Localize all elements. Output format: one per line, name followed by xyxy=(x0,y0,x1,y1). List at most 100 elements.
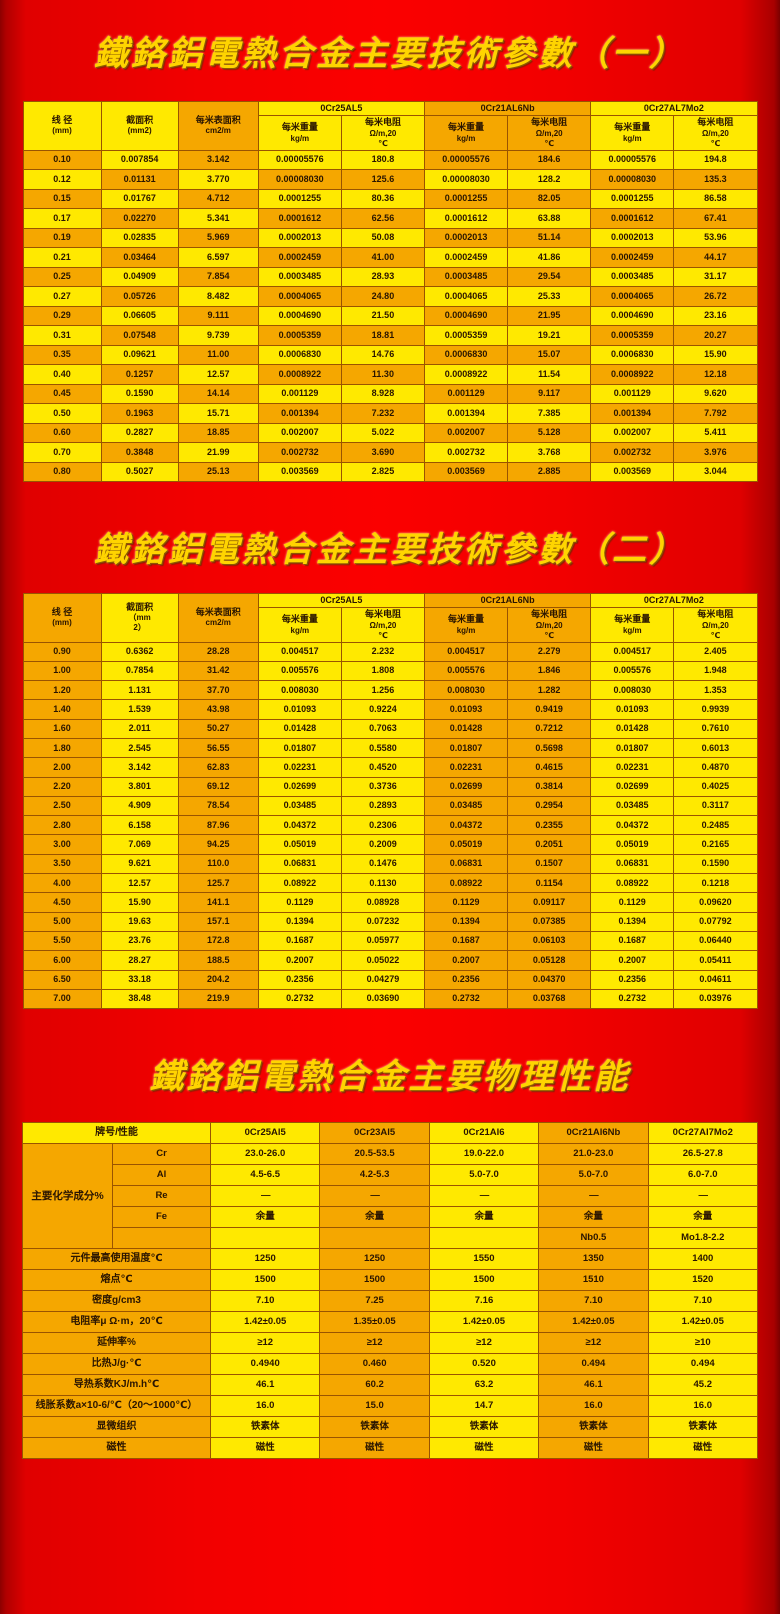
table-cell: 0.00008030 xyxy=(257,169,342,190)
table-row: 2.00 3.142 62.83 0.02231 0.4520 0.02231 0.4615… xyxy=(22,757,758,778)
table-cell: 0.05128 xyxy=(507,950,592,971)
table-cell: 25.13 xyxy=(177,461,259,482)
table-cell: 0.0005359 xyxy=(590,325,675,346)
table-cell: 12.57 xyxy=(177,364,259,385)
table-cell: 3.00 xyxy=(22,834,102,855)
th-wire-diameter: 线 径 (mm) xyxy=(22,593,102,643)
table-cell: 0.2827 xyxy=(100,422,179,443)
composition-value: 余量 xyxy=(647,1206,758,1229)
table-cell: 33.18 xyxy=(100,969,179,990)
property-value: 45.2 xyxy=(647,1374,758,1397)
table-cell: 2.825 xyxy=(340,461,426,482)
th-resistance-2: 每米电阻 Ω/m,20 ℃ xyxy=(507,607,592,643)
table-cell: 0.003569 xyxy=(423,461,509,482)
table-cell: 0.1476 xyxy=(340,853,426,875)
table-cell: 1.539 xyxy=(100,699,179,720)
table-cell: 2.232 xyxy=(340,641,426,662)
table-cell: 2.545 xyxy=(100,737,179,759)
table-cell: 0.06831 xyxy=(257,853,342,875)
table-cell: 19.21 xyxy=(507,325,592,346)
table-row: 0.45 0.1590 14.14 0.001129 8.928 0.001129 9.11… xyxy=(22,383,758,404)
table-cell: 0.1507 xyxy=(507,853,592,875)
table-2-header: 线 径 (mm) 截面积 （mm 2） 每米表面积 cm2/m 0Cr25AL5… xyxy=(22,592,758,643)
th-grade-0cr21al6nb: 0Cr21AL6Nb xyxy=(423,100,592,117)
property-label: 电阻率μ Ω·m，20℃ xyxy=(22,1311,212,1334)
composition-element-Al: Al xyxy=(112,1164,212,1187)
composition-value: 余量 xyxy=(319,1206,430,1229)
table-cell: 0.04372 xyxy=(590,815,675,836)
table-row: 2.80 6.158 87.96 0.04372 0.2306 0.04372 0.2355… xyxy=(22,815,758,836)
table-cell: 0.09620 xyxy=(673,892,758,913)
table-cell: 0.00005576 xyxy=(423,149,509,170)
table-cell: 204.2 xyxy=(177,969,259,990)
table-cell: 31.42 xyxy=(177,660,259,682)
property-value: 14.7 xyxy=(428,1395,540,1418)
table-cell: 51.14 xyxy=(507,227,592,248)
table-cell: 0.0002459 xyxy=(423,247,509,268)
table-cell: 86.58 xyxy=(673,188,758,209)
table-cell: 0.5027 xyxy=(100,461,179,482)
table-row: 0.40 0.1257 12.57 0.0008922 11.30 0.0008922 11… xyxy=(22,364,758,385)
table-cell: 0.08922 xyxy=(257,873,342,894)
table-cell: 110.0 xyxy=(177,853,259,875)
table-cell: 63.88 xyxy=(507,208,592,229)
table-cell: 3.976 xyxy=(673,442,758,463)
property-value: ≥12 xyxy=(538,1332,649,1355)
table-cell: 82.05 xyxy=(507,188,592,209)
table-cell: 0.04372 xyxy=(423,815,509,836)
table-cell: 0.01093 xyxy=(590,699,675,720)
table-row: 0.50 0.1963 15.71 0.001394 7.232 0.001394 7.38… xyxy=(22,403,758,424)
table-cell: 0.60 xyxy=(22,422,102,443)
table-row: Fe 余量 余量 余量 余量 余量 xyxy=(23,1206,758,1229)
composition-value: — xyxy=(319,1185,430,1208)
table-cell: 0.0006830 xyxy=(590,344,675,365)
table-row: Al 4.5-6.5 4.2-5.3 5.0-7.0 5.0-7.0 6.0-7.0 xyxy=(23,1164,758,1187)
composition-value: — xyxy=(538,1185,649,1208)
composition-value: — xyxy=(647,1185,758,1208)
table-cell: 2.279 xyxy=(507,641,592,662)
table-cell: 0.0008922 xyxy=(590,364,675,385)
table-row: Re — — — — — xyxy=(23,1185,758,1208)
table-cell: 0.05411 xyxy=(673,950,758,971)
table-cell: 2.20 xyxy=(22,776,102,797)
table-row: 6.50 33.18 204.2 0.2356 0.04279 0.2356 0.04370… xyxy=(22,969,758,990)
table-cell: 0.2356 xyxy=(423,969,509,990)
table-cell: 23.16 xyxy=(673,305,758,326)
table-cell: 0.03768 xyxy=(507,988,592,1010)
table-cell: 43.98 xyxy=(177,699,259,720)
table-cell: 0.70 xyxy=(22,442,102,463)
property-value: 0.4940 xyxy=(210,1353,321,1376)
table-cell: 0.0003485 xyxy=(590,266,675,287)
property-value: 46.1 xyxy=(538,1374,649,1397)
table-cell: 180.8 xyxy=(340,149,426,170)
table-cell: 4.50 xyxy=(22,892,102,913)
table-cell: 5.022 xyxy=(340,422,426,443)
table-row: 比热J/g·℃ 0.4940 0.460 0.520 0.494 0.494 xyxy=(22,1353,758,1376)
th-resistance-2: 每米电阻 Ω/m,20 ℃ xyxy=(507,115,592,151)
table-row: 0.31 0.07548 9.739 0.0005359 18.81 0.0005359 1… xyxy=(22,325,758,346)
table-cell: 2.405 xyxy=(673,641,758,662)
table-cell: 50.27 xyxy=(177,718,259,739)
table-cell: 0.31 xyxy=(22,325,102,346)
property-value: 1510 xyxy=(538,1269,649,1292)
table-cell: 0.21 xyxy=(22,247,102,268)
table-row: 0.60 0.2827 18.85 0.002007 5.022 0.002007 5.12… xyxy=(22,422,758,443)
table-cell: 24.80 xyxy=(340,286,426,307)
table-3-body: 牌号/性能 0Cr25Al5 0Cr23Al5 0Cr21Al6 0Cr21Al6Nb 0… xyxy=(22,1122,758,1460)
table-cell: 0.02699 xyxy=(257,776,342,797)
table-cell: 0.02270 xyxy=(100,208,179,229)
table-cell: 0.001394 xyxy=(590,403,675,424)
th-grade-1: 0Cr25Al5 xyxy=(210,1122,321,1145)
table-cell: 0.0003485 xyxy=(423,266,509,287)
table-row: 1.40 1.539 43.98 0.01093 0.9224 0.01093 0.9419… xyxy=(22,699,758,720)
table-row: 显微组织 铁素体 铁素体 铁素体 铁素体 铁素体 xyxy=(22,1416,758,1439)
table-cell: 8.482 xyxy=(177,286,259,307)
table-cell: 0.005576 xyxy=(423,660,509,682)
banner-title-1: 鐵鉻鋁電熱合金主要技術參數（一） xyxy=(0,0,780,101)
table-cell: 194.8 xyxy=(673,149,758,170)
table-row: 0.25 0.04909 7.854 0.0003485 28.93 0.0003485 2… xyxy=(22,266,758,287)
th-section-area: 截面积 (mm2) xyxy=(100,101,179,151)
table-cell: 0.40 xyxy=(22,364,102,385)
table-cell: 0.25 xyxy=(22,266,102,287)
property-value: ≥12 xyxy=(210,1332,321,1355)
